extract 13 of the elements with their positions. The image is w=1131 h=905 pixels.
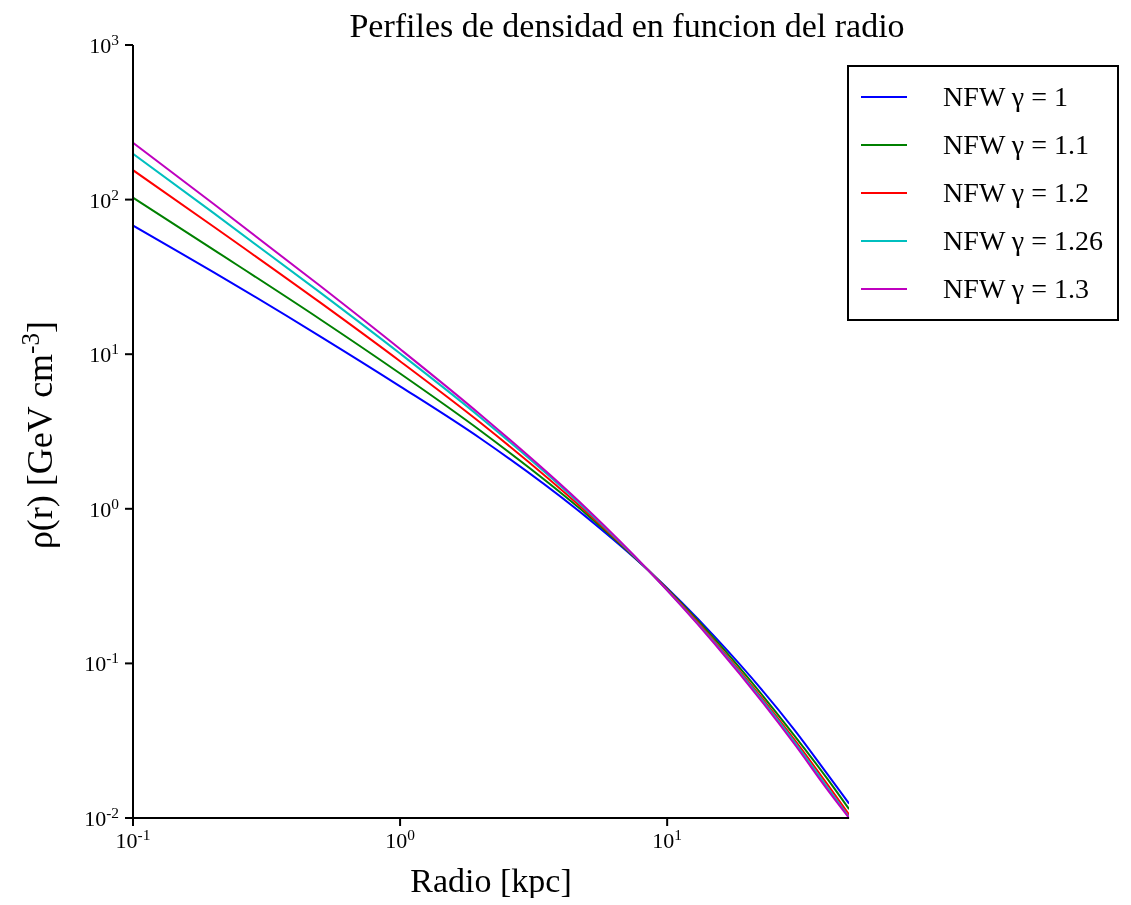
legend-label: NFW γ = 1.26	[943, 225, 1103, 257]
legend-label: NFW γ = 1.3	[943, 273, 1089, 305]
legend-label: NFW γ = 1	[943, 81, 1068, 113]
legend-label: NFW γ = 1.2	[943, 177, 1089, 209]
y-tick-label: 10$^{3}$	[89, 30, 120, 58]
y-tick-label: 10$^{1}$	[89, 339, 119, 368]
legend-label: NFW γ = 1.1	[943, 129, 1089, 161]
x-tick-label: 10$^{0}$	[385, 825, 416, 853]
y-tick-label: 10$^{-1}$	[84, 648, 119, 677]
x-tick-label: 10$^{1}$	[652, 825, 683, 853]
y-tick-label: 10$^{0}$	[89, 494, 120, 522]
y-tick-label: 10$^{2}$	[89, 185, 119, 213]
chart-title: Perfiles de densidad en funcion del radio	[348, 7, 906, 44]
